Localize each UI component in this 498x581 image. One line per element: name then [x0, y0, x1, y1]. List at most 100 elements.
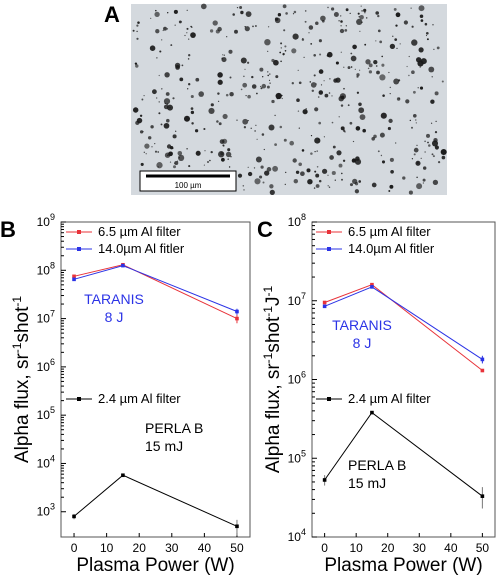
micrograph-particle: [136, 30, 138, 33]
micrograph-particle: [247, 94, 251, 99]
micrograph-particle: [291, 48, 297, 54]
micrograph-particle: [191, 122, 194, 125]
micrograph-particle: [225, 93, 229, 97]
micrograph-particle: [330, 7, 335, 11]
micrograph-particle: [441, 80, 444, 83]
micrograph-particle: [156, 57, 158, 59]
micrograph-particle: [187, 88, 189, 90]
micrograph-particle: [340, 51, 342, 53]
micrograph-particle: [355, 156, 360, 161]
micrograph-particle: [315, 184, 320, 188]
micrograph-particle: [175, 130, 177, 132]
micrograph-particle: [187, 58, 190, 60]
y-tick-label: 107: [288, 291, 306, 308]
micrograph-particle: [143, 151, 145, 153]
micrograph-particle: [305, 108, 308, 110]
micrograph-particle: [134, 62, 138, 65]
micrograph-particle: [268, 79, 271, 81]
micrograph-particle: [343, 66, 345, 68]
micrograph-particle: [169, 161, 172, 163]
micrograph-particle: [329, 155, 334, 160]
micrograph-particle: [188, 165, 191, 168]
series-line: [73, 474, 238, 527]
micrograph-particle: [432, 155, 435, 158]
micrograph-particle: [179, 77, 184, 82]
micrograph-particle: [174, 24, 176, 26]
micrograph-particle: [269, 184, 274, 189]
micrograph-particle: [432, 179, 439, 186]
micrograph-particle: [160, 123, 163, 126]
micrograph-particle: [227, 148, 231, 152]
panel-label-b: B: [0, 217, 16, 242]
micrograph-particle: [208, 107, 215, 114]
micrograph-particle: [291, 82, 294, 85]
micrograph-particle: [292, 33, 299, 40]
y-tick-label: 104: [37, 453, 55, 470]
micrograph-particle: [242, 82, 248, 88]
micrograph-particle: [415, 122, 417, 124]
micrograph-particle: [340, 126, 345, 131]
micrograph-particle: [174, 161, 179, 165]
micrograph-particle: [292, 158, 297, 163]
micrograph-particle: [323, 80, 325, 82]
data-point: [370, 285, 374, 289]
micrograph-particle: [217, 100, 220, 102]
micrograph-particle: [335, 61, 339, 65]
micrograph-particle: [261, 83, 267, 89]
legend-marker: [327, 247, 331, 251]
micrograph-particle: [247, 166, 249, 168]
chart-panel-c: C 0 10 20 30 40 50 104 105 106 107 108 6.5 µm Al fil…: [257, 212, 496, 576]
micrograph-particle: [338, 20, 340, 22]
annotation: PERLA B: [145, 420, 203, 436]
data-point: [72, 277, 76, 282]
micrograph-particle: [279, 51, 282, 54]
y-axis-label: Alpha flux, sr-1shot-1J-1: [261, 286, 284, 474]
annotation: 15 mJ: [145, 438, 183, 454]
data-point: [322, 304, 327, 309]
micrograph-particle: [163, 26, 167, 31]
micrograph-particle: [217, 72, 223, 78]
data-point: [121, 263, 125, 268]
micrograph-particle: [282, 54, 285, 56]
micrograph-particle: [395, 24, 398, 27]
micrograph-particle: [409, 119, 411, 122]
micrograph-particle: [144, 143, 150, 149]
micrograph-particle: [223, 54, 225, 56]
micrograph-particle: [166, 118, 170, 123]
micrograph-particle: [365, 59, 371, 65]
micrograph-particle: [361, 21, 363, 24]
x-tick-label: 50: [476, 541, 490, 555]
micrograph-particle: [344, 29, 348, 32]
micrograph-particle: [173, 9, 178, 14]
micrograph-particle: [254, 25, 257, 27]
micrograph-particle: [331, 121, 334, 124]
micrograph-particle: [147, 136, 152, 140]
micrograph-particle: [218, 122, 222, 126]
micrograph-particle: [307, 178, 313, 185]
data-point: [322, 478, 327, 482]
micrograph-particle: [259, 67, 264, 72]
micrograph-particle: [203, 127, 206, 131]
micrograph-particle: [428, 144, 431, 147]
micrograph-particle: [269, 73, 271, 75]
micrograph-particle: [430, 122, 433, 124]
micrograph-particle: [356, 75, 359, 78]
micrograph-particle: [298, 81, 302, 85]
micrograph-particle: [437, 160, 441, 164]
micrograph-particle: [156, 97, 158, 99]
micrograph-particle: [327, 51, 333, 58]
micrograph-particle: [415, 119, 417, 121]
data-point: [322, 300, 327, 305]
micrograph-particle: [373, 59, 378, 65]
micrograph-particle: [135, 64, 139, 68]
micrograph-particle: [350, 66, 353, 68]
micrograph-particle: [408, 74, 410, 77]
micrograph-particle: [354, 182, 359, 186]
micrograph-particle: [204, 150, 206, 152]
micrograph-particle: [339, 93, 347, 100]
micrograph-particle: [371, 182, 377, 188]
micrograph-particle: [190, 107, 194, 110]
micrograph-particle: [316, 150, 318, 152]
micrograph-particle: [318, 90, 324, 95]
micrograph-particle: [338, 116, 340, 118]
